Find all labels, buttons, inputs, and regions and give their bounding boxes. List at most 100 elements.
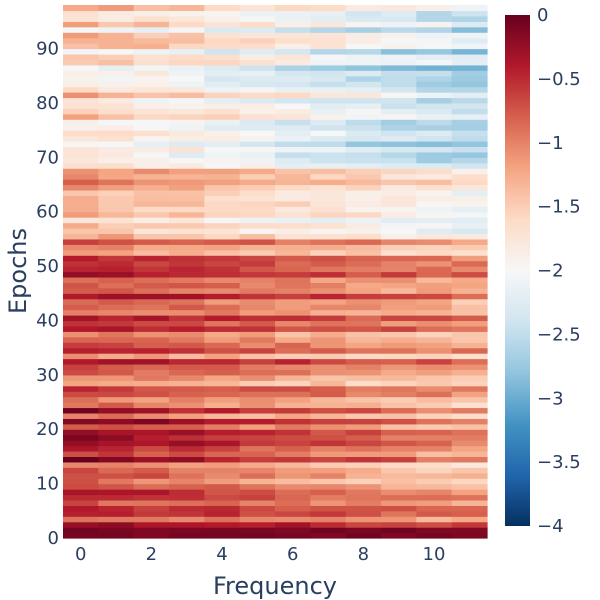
heatmap-cell bbox=[416, 353, 453, 360]
heatmap-cell bbox=[416, 440, 453, 447]
heatmap-cell bbox=[275, 135, 311, 142]
heatmap-cell bbox=[169, 75, 205, 82]
heatmap-cell bbox=[204, 363, 241, 370]
heatmap-cell bbox=[133, 374, 170, 381]
heatmap-cell bbox=[275, 211, 311, 218]
heatmap-cell bbox=[310, 358, 347, 365]
heatmap-cell bbox=[345, 135, 382, 142]
heatmap-cell bbox=[275, 527, 311, 534]
heatmap-cell bbox=[133, 119, 170, 126]
heatmap-cell bbox=[98, 385, 135, 392]
heatmap-cell bbox=[345, 499, 382, 506]
heatmap-cell bbox=[416, 391, 453, 398]
heatmap-cell bbox=[275, 124, 311, 131]
heatmap-cell bbox=[451, 59, 488, 66]
heatmap-cell bbox=[381, 391, 417, 398]
heatmap-cell bbox=[416, 282, 453, 289]
heatmap-cell bbox=[416, 97, 453, 104]
heatmap-cell bbox=[133, 86, 170, 93]
heatmap-cell bbox=[345, 483, 382, 490]
heatmap-cell bbox=[133, 266, 170, 273]
heatmap-cell bbox=[345, 331, 382, 338]
heatmap-cell bbox=[239, 320, 276, 327]
heatmap-cell bbox=[169, 81, 205, 88]
heatmap-cell bbox=[98, 195, 135, 202]
heatmap-cell bbox=[310, 396, 347, 403]
heatmap-cell bbox=[133, 227, 170, 235]
heatmap-cell bbox=[239, 53, 276, 60]
heatmap-cell bbox=[133, 43, 170, 50]
heatmap-cell bbox=[275, 304, 311, 311]
heatmap-cell bbox=[239, 184, 276, 191]
heatmap-cell bbox=[275, 440, 311, 447]
heatmap-cell bbox=[381, 70, 417, 77]
heatmap-cell bbox=[451, 336, 488, 343]
heatmap-cell bbox=[204, 189, 241, 196]
heatmap-cell bbox=[133, 130, 170, 137]
heatmap-cell bbox=[310, 434, 347, 441]
heatmap-cell bbox=[416, 92, 453, 99]
heatmap-cell bbox=[416, 298, 453, 305]
heatmap-cell bbox=[133, 157, 170, 164]
heatmap-cell bbox=[239, 304, 276, 311]
heatmap-cell bbox=[239, 233, 276, 240]
heatmap-cell bbox=[416, 407, 453, 414]
y-tick-label: 70 bbox=[36, 147, 59, 168]
heatmap-cell bbox=[169, 195, 205, 202]
heatmap-cell bbox=[239, 402, 276, 409]
y-tick-label: 30 bbox=[36, 365, 59, 386]
heatmap-cell bbox=[310, 293, 347, 300]
heatmap-cell bbox=[345, 478, 382, 485]
heatmap-cell bbox=[169, 130, 205, 137]
heatmap-cell bbox=[239, 189, 276, 196]
heatmap-cell bbox=[310, 151, 347, 158]
heatmap-cell bbox=[345, 461, 382, 468]
heatmap-cell bbox=[275, 32, 311, 39]
heatmap-cell bbox=[133, 10, 170, 17]
heatmap-cell bbox=[345, 211, 382, 218]
heatmap-cell bbox=[239, 162, 276, 169]
heatmap-cell bbox=[345, 75, 382, 82]
heatmap-cell bbox=[239, 287, 276, 294]
heatmap-cell bbox=[133, 206, 170, 213]
heatmap-cell bbox=[381, 195, 417, 202]
heatmap-cell bbox=[133, 418, 170, 425]
heatmap-cell bbox=[204, 450, 241, 458]
heatmap-cell bbox=[169, 374, 205, 381]
heatmap-cell bbox=[204, 53, 241, 60]
heatmap-cell bbox=[63, 347, 99, 354]
heatmap-cell bbox=[63, 146, 99, 153]
heatmap-cell bbox=[133, 391, 170, 398]
heatmap-cell bbox=[451, 293, 488, 300]
heatmap-cell bbox=[310, 81, 347, 88]
heatmap-cell bbox=[239, 10, 276, 17]
heatmap-cell bbox=[345, 15, 382, 22]
heatmap-cell bbox=[275, 510, 311, 517]
heatmap-cell bbox=[169, 59, 205, 66]
heatmap-cell bbox=[275, 266, 311, 273]
heatmap-cell bbox=[239, 494, 276, 501]
heatmap-cell bbox=[169, 102, 205, 109]
heatmap-cell bbox=[169, 211, 205, 218]
heatmap-cell bbox=[239, 244, 276, 251]
heatmap-cell bbox=[451, 102, 488, 109]
y-tick-label: 20 bbox=[36, 419, 59, 440]
heatmap-cell bbox=[381, 43, 417, 50]
heatmap-cell bbox=[416, 70, 453, 77]
heatmap-cell bbox=[451, 369, 488, 376]
heatmap-cell bbox=[416, 489, 453, 496]
heatmap-cell bbox=[63, 472, 99, 479]
heatmap-cell bbox=[451, 456, 488, 463]
heatmap-cell bbox=[169, 510, 205, 517]
heatmap-cell bbox=[204, 494, 241, 501]
heatmap-cell bbox=[133, 472, 170, 479]
heatmap-cell bbox=[345, 206, 382, 213]
heatmap-cell bbox=[169, 287, 205, 294]
heatmap-cell bbox=[345, 168, 382, 175]
heatmap-cell bbox=[204, 32, 241, 39]
heatmap-cell bbox=[169, 315, 205, 322]
heatmap-cell bbox=[169, 162, 205, 169]
heatmap-cell bbox=[345, 412, 382, 419]
heatmap-cell bbox=[275, 102, 311, 109]
heatmap-cell bbox=[275, 200, 311, 207]
